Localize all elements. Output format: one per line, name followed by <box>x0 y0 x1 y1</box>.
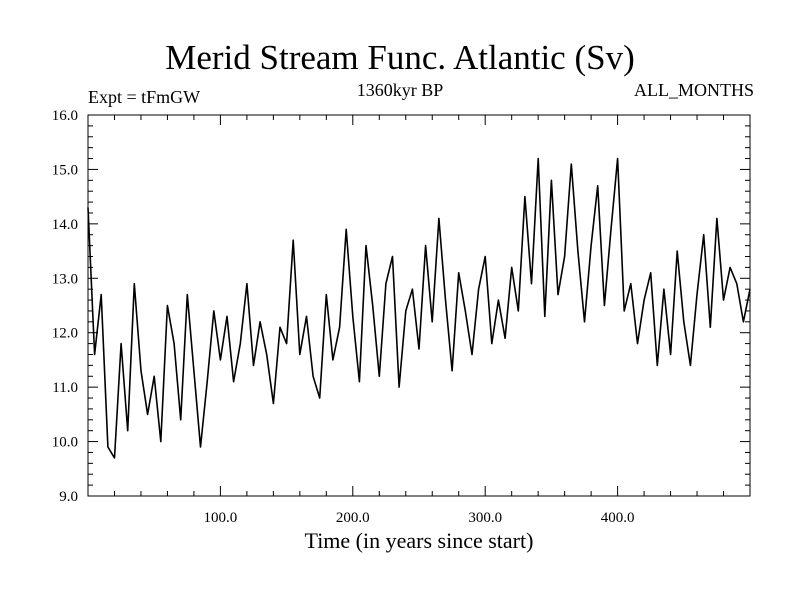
y-tick-label: 16.0 <box>52 108 78 124</box>
plot-frame <box>87 114 751 497</box>
series-line <box>87 157 751 459</box>
x-axis-label: Time (in years since start) <box>304 528 534 553</box>
y-tick-label: 10.0 <box>52 435 78 451</box>
y-tick-label: 11.0 <box>52 380 78 396</box>
x-tick-label: 400.0 <box>601 510 635 526</box>
months-label: ALL_MONTHS <box>634 80 754 100</box>
x-tick-label: 300.0 <box>468 510 502 526</box>
experiment-label: Expt = tFmGW <box>88 87 201 107</box>
chart-subtitle: 1360kyr BP <box>356 80 444 100</box>
x-tick-label: 200.0 <box>336 510 370 526</box>
y-tick-label: 13.0 <box>52 271 78 287</box>
y-tick-label: 14.0 <box>52 217 78 233</box>
y-tick-label: 9.0 <box>59 489 78 505</box>
y-tick-label: 15.0 <box>52 162 78 178</box>
x-tick-label: 100.0 <box>204 510 238 526</box>
y-tick-label: 12.0 <box>52 326 78 342</box>
chart-title: Merid Stream Func. Atlantic (Sv) <box>165 38 635 77</box>
